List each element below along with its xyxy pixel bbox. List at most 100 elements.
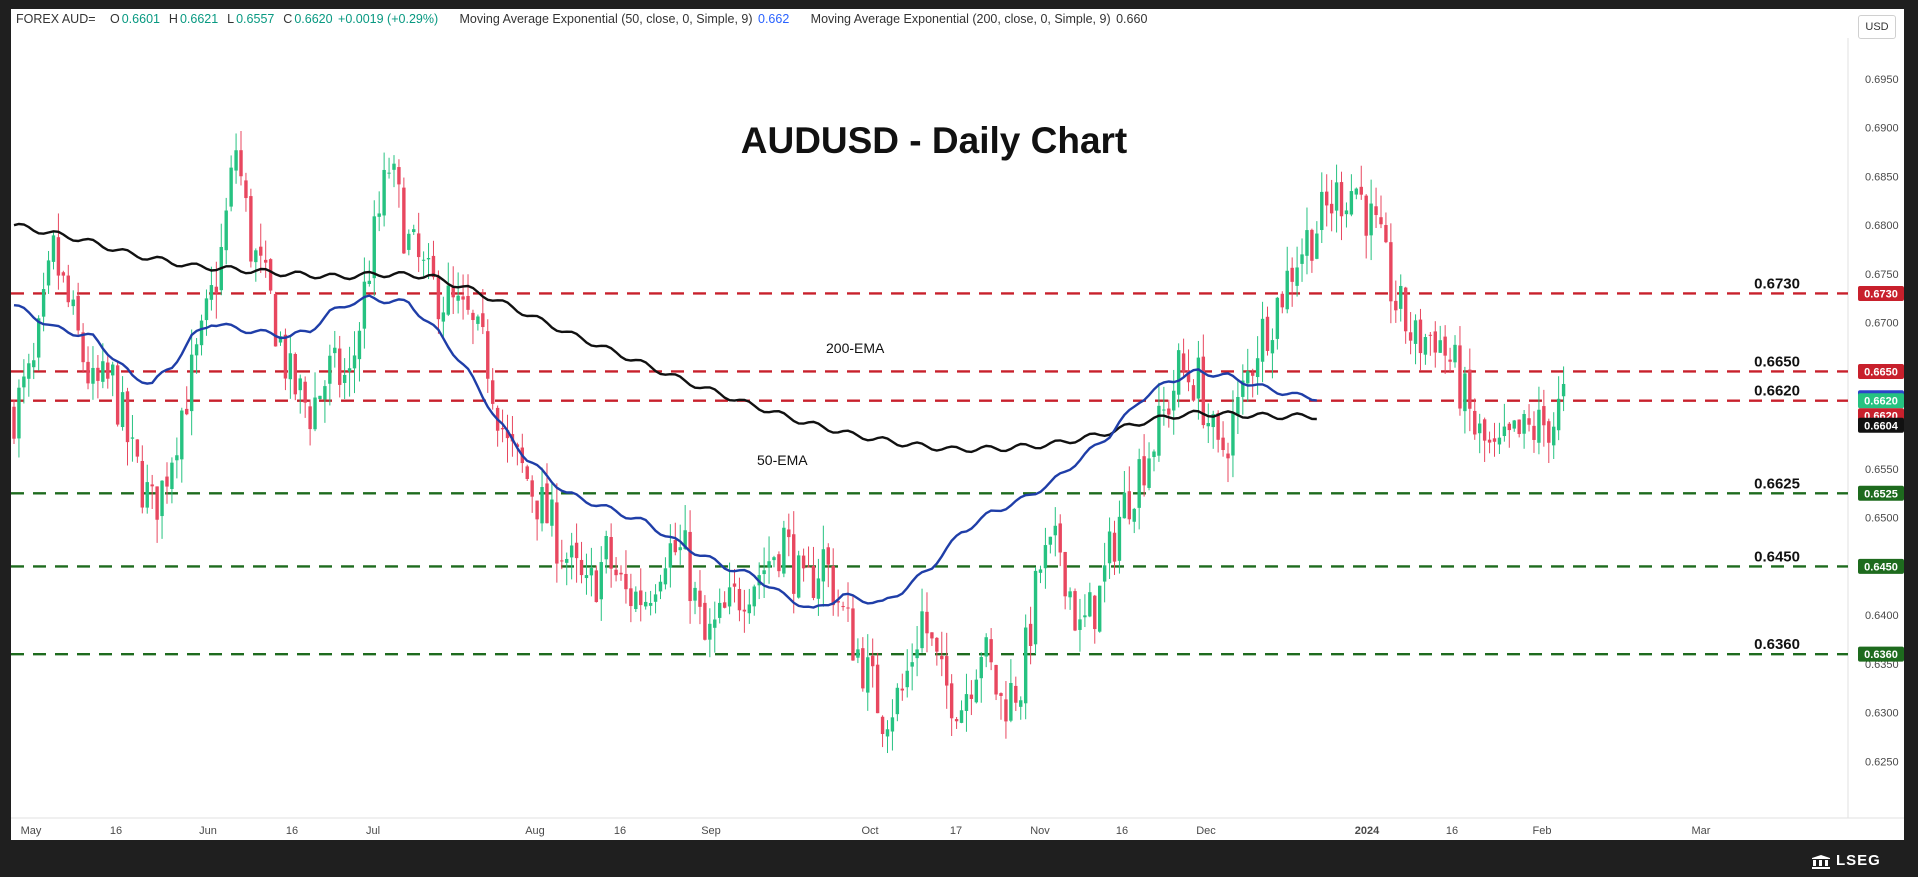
x-tick-label: Nov	[1030, 825, 1050, 837]
candle-body	[870, 655, 875, 667]
currency-selector[interactable]: USD	[1858, 15, 1896, 39]
candle	[1295, 246, 1299, 297]
candle-body	[806, 566, 811, 568]
candle-body	[713, 619, 717, 628]
candle-body	[688, 531, 692, 602]
candle-body	[841, 606, 845, 608]
candle-body	[1359, 186, 1363, 195]
candle-body	[861, 648, 865, 689]
candle-body	[1004, 699, 1008, 722]
candle-body	[1211, 414, 1215, 428]
open-value: 0.6601	[121, 12, 160, 26]
candle	[713, 601, 717, 653]
x-tick-label: Feb	[1533, 825, 1552, 837]
candle	[718, 588, 722, 624]
candle-body	[249, 196, 253, 262]
candle-body	[722, 602, 727, 608]
candle-body	[1482, 419, 1487, 441]
candle	[456, 272, 460, 314]
candle	[525, 464, 529, 481]
candle	[338, 335, 342, 398]
candle	[1374, 187, 1378, 229]
ema50-legend[interactable]: Moving Average Exponential (50, close, 0…	[459, 12, 753, 26]
candle	[328, 344, 332, 406]
candle-body	[959, 710, 964, 723]
candle-body	[96, 367, 100, 381]
candle-body	[466, 295, 470, 310]
candle	[964, 673, 969, 732]
candle	[1181, 338, 1186, 378]
candle	[333, 330, 337, 368]
y-tick-label: 0.6500	[1865, 513, 1899, 525]
candle	[1068, 587, 1072, 610]
candle	[530, 475, 534, 513]
candle	[1107, 517, 1112, 579]
candle-body	[821, 549, 826, 582]
x-axis-ticks: May 16 Jun 16 Jul Aug 16 Sep Oct 17 Nov 16 Dec 2024 16…	[21, 825, 1711, 837]
candle	[17, 379, 21, 458]
candle-body	[1305, 230, 1309, 256]
candle	[1463, 366, 1467, 434]
x-tick-label: Jul	[366, 825, 380, 837]
candle-body	[969, 694, 974, 699]
candle	[550, 483, 554, 537]
candle	[160, 480, 164, 539]
candle-body	[905, 670, 909, 688]
candle-body	[456, 295, 460, 301]
symbol-label[interactable]: FOREX AUD=	[16, 12, 96, 26]
candle	[722, 591, 727, 609]
candle	[806, 546, 811, 568]
y-tick-label: 0.6550	[1865, 464, 1899, 476]
candle	[609, 523, 613, 588]
candle	[224, 197, 228, 265]
candle-body	[816, 578, 821, 599]
candle	[1014, 676, 1018, 712]
candle-body	[1028, 623, 1033, 646]
y-tick-label: 0.6700	[1865, 318, 1899, 330]
candle	[1542, 389, 1546, 447]
candle-body	[1512, 420, 1516, 429]
candle	[1088, 582, 1092, 618]
candle-body	[1191, 385, 1196, 401]
candle-body	[885, 729, 890, 737]
candle	[796, 550, 801, 599]
price-tag	[1858, 393, 1904, 409]
candle-body	[1453, 344, 1457, 363]
price-tag	[1858, 558, 1904, 574]
candle-body	[22, 376, 26, 388]
candle	[639, 568, 643, 622]
candle	[945, 632, 949, 709]
candle	[66, 264, 70, 308]
candle	[1315, 221, 1319, 260]
candle-body	[1329, 203, 1334, 214]
candle	[698, 570, 702, 625]
candle	[1246, 348, 1250, 402]
y-tick-label: 0.6350	[1865, 659, 1899, 671]
candle-body	[204, 298, 209, 321]
candle-body	[293, 353, 297, 395]
candle-body	[1231, 413, 1235, 456]
candle	[1561, 366, 1566, 412]
candle-body	[1073, 591, 1077, 631]
candle	[1556, 376, 1561, 441]
candle	[969, 680, 974, 716]
candle-body	[737, 588, 742, 611]
y-tick-label: 0.6800	[1865, 220, 1899, 232]
horizontal-levels: 0.6730 0.6650 0.6620 0.6625 0.6450 0.6360	[11, 275, 1848, 656]
candle	[412, 224, 416, 236]
candle-body	[1265, 316, 1270, 351]
candle-body	[1547, 421, 1551, 443]
candle	[323, 380, 327, 423]
candle	[959, 700, 964, 724]
candle-body	[569, 545, 574, 558]
candle-body	[648, 602, 653, 606]
candle	[1477, 413, 1482, 454]
candle-body	[565, 558, 569, 563]
candle	[821, 525, 826, 607]
price-tag-label: 0.6620	[1864, 396, 1898, 408]
candle	[1359, 165, 1363, 200]
candle-body	[619, 572, 623, 575]
ema200-legend[interactable]: Moving Average Exponential (200, close, …	[810, 12, 1111, 26]
candle-body	[718, 602, 722, 618]
